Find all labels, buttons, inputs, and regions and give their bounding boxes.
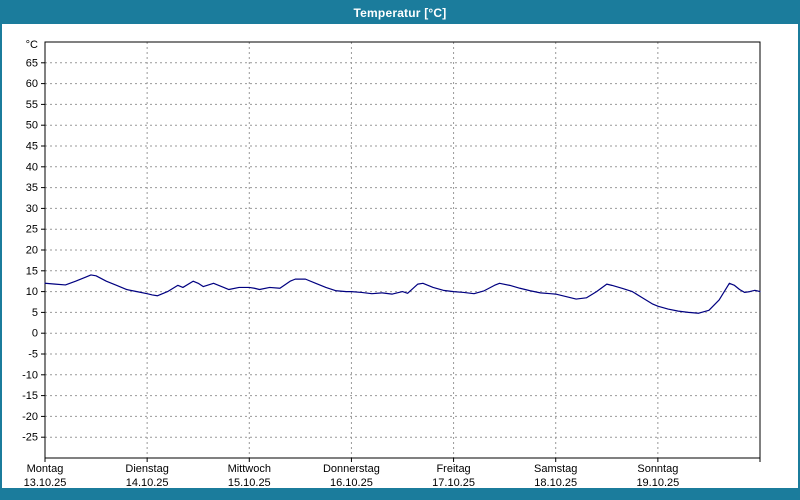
x-day-name-label: Freitag (436, 463, 470, 475)
y-tick-label: 65 (26, 57, 38, 69)
x-day-date-label: 18.10.25 (534, 477, 577, 488)
y-tick-label: 0 (32, 328, 38, 340)
window-bottombar (2, 488, 798, 498)
x-day-date-label: 19.10.25 (636, 477, 679, 488)
x-day-date-label: 13.10.25 (24, 477, 67, 488)
y-tick-label: 45 (26, 141, 38, 153)
y-tick-label: -5 (28, 349, 38, 361)
plot-background (45, 42, 760, 458)
x-day-name-label: Mittwoch (228, 463, 271, 475)
y-tick-label: -10 (22, 369, 38, 381)
y-tick-label: 10 (26, 286, 38, 298)
window-titlebar: Temperatur [°C] (2, 2, 798, 24)
temperature-series-line (44, 274, 761, 314)
y-tick-label: 35 (26, 182, 38, 194)
y-tick-label: 50 (26, 120, 38, 132)
y-tick-label: 40 (26, 161, 38, 173)
y-axis-unit-label: °C (26, 39, 38, 51)
x-day-name-label: Montag (27, 463, 64, 475)
y-tick-label: 15 (26, 265, 38, 277)
chart-area: 65 60 55 50 45 40 35 30 25 20 15 10 5 0 -5 -10 -15 -20 -25… (2, 24, 798, 488)
y-tick-label: 60 (26, 78, 38, 90)
temperature-chart: 65605550454035302520151050-5-10-15-20-25… (22, 39, 761, 488)
x-day-name-label: Donnerstag (323, 463, 380, 475)
x-day-date-label: 17.10.25 (432, 477, 475, 488)
x-day-date-label: 15.10.25 (228, 477, 271, 488)
x-day-name-label: Samstag (534, 463, 577, 475)
y-tick-label: 25 (26, 224, 38, 236)
y-tick-label: 55 (26, 99, 38, 111)
y-tick-label: -20 (22, 411, 38, 423)
x-day-name-label: Sonntag (637, 463, 678, 475)
y-tick-label: -25 (22, 432, 38, 444)
x-day-date-label: 14.10.25 (126, 477, 169, 488)
x-day-name-label: Dienstag (125, 463, 168, 475)
window-title: Temperatur [°C] (353, 6, 447, 20)
y-tick-label: 5 (32, 307, 38, 319)
y-tick-label: -15 (22, 390, 38, 402)
x-day-date-label: 16.10.25 (330, 477, 373, 488)
y-tick-label: 30 (26, 203, 38, 215)
y-tick-label: 20 (26, 245, 38, 257)
